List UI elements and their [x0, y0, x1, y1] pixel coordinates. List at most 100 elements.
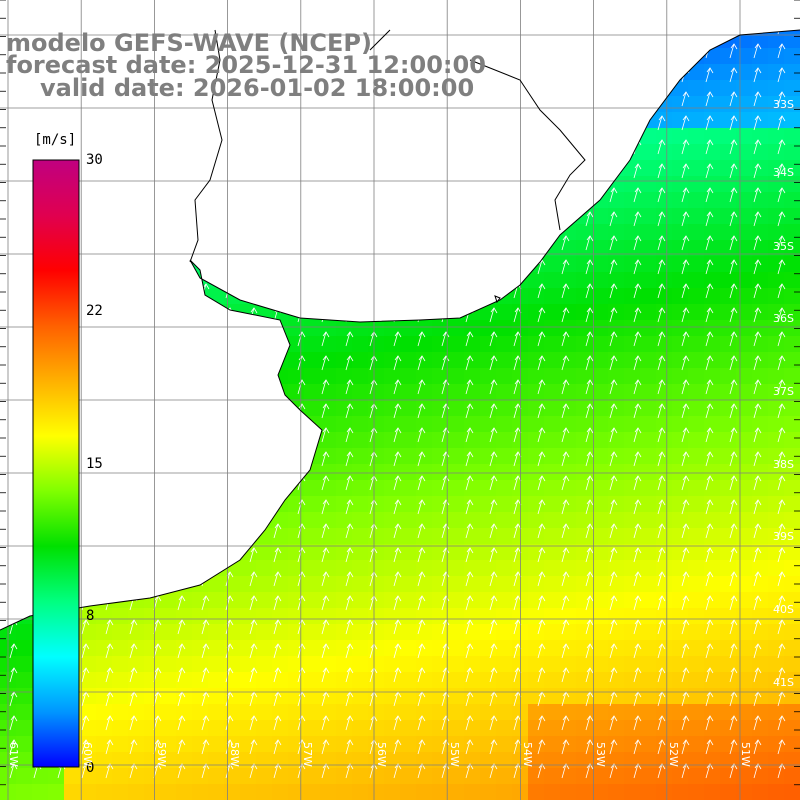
field-cell [752, 144, 769, 161]
wind-arrow [322, 0, 329, 10]
wind-arrow [585, 355, 594, 371]
field-cell [160, 288, 177, 305]
field-cell [256, 352, 273, 369]
field-cell [320, 656, 337, 673]
field-cell [624, 448, 641, 465]
wind-arrow [369, 307, 378, 323]
wind-arrow [561, 43, 570, 59]
field-cell [576, 176, 593, 193]
field-cell [672, 704, 689, 721]
field-cell [224, 528, 241, 545]
field-cell [672, 160, 689, 177]
field-cell [240, 656, 257, 673]
field-cell [144, 144, 161, 161]
wind-arrow [9, 115, 18, 131]
wind-arrow [657, 523, 666, 539]
field-cell [384, 352, 401, 369]
wind-arrow [537, 331, 546, 347]
field-cell [224, 704, 241, 721]
field-cell [224, 416, 241, 433]
field-cell [448, 32, 465, 49]
field-cell [112, 640, 129, 657]
field-cell [608, 464, 625, 481]
field-cell [192, 0, 209, 17]
wind-arrow [513, 187, 522, 203]
field-cell [256, 736, 273, 753]
wind-arrow [105, 643, 114, 659]
field-cell [528, 448, 545, 465]
wind-arrow [225, 355, 234, 371]
field-cell [352, 192, 369, 209]
field-cell [672, 0, 689, 17]
wind-arrow [297, 547, 306, 563]
field-cell [272, 752, 289, 769]
wind-arrow [561, 643, 570, 659]
field-cell [96, 224, 113, 241]
field-cell [256, 544, 273, 561]
wind-arrow [370, 0, 377, 10]
wind-arrow [345, 499, 354, 515]
wind-arrow [321, 619, 330, 635]
field-cell [688, 128, 705, 145]
field-cell [560, 320, 577, 337]
wind-arrow [249, 163, 258, 179]
field-cell [480, 112, 497, 129]
field-cell [448, 752, 465, 769]
field-cell [192, 640, 209, 657]
field-cell [160, 768, 177, 785]
wind-arrow [777, 451, 786, 467]
wind-arrow [753, 643, 762, 659]
field-cell [576, 464, 593, 481]
field-cell [96, 336, 113, 353]
field-cell [80, 368, 97, 385]
wind-arrow [441, 379, 450, 395]
lon-label: 60W [81, 742, 94, 767]
field-cell [624, 592, 641, 609]
field-cell [224, 208, 241, 225]
wind-arrow [249, 475, 258, 491]
field-cell [352, 784, 369, 800]
field-cell [768, 112, 785, 129]
field-cell [144, 368, 161, 385]
colorbar [32, 159, 80, 768]
wind-arrow [393, 475, 402, 491]
field-cell [384, 608, 401, 625]
field-cell [400, 304, 417, 321]
field-cell [672, 592, 689, 609]
wind-arrow [777, 523, 786, 539]
field-cell [304, 480, 321, 497]
field-cell [144, 528, 161, 545]
field-cell [736, 48, 753, 65]
field-cell [224, 480, 241, 497]
field-cell [400, 208, 417, 225]
field-cell [752, 464, 769, 481]
wind-arrow [105, 187, 114, 203]
wind-arrow [369, 235, 378, 251]
lon-label: 54W [521, 742, 534, 767]
wind-arrow [681, 715, 690, 731]
field-cell [304, 320, 321, 337]
field-cell [720, 784, 737, 800]
coastline [0, 29, 800, 631]
field-cell [624, 784, 641, 800]
wind-arrow [561, 139, 570, 155]
wind-arrow [537, 139, 546, 155]
field-cell [736, 352, 753, 369]
wind-arrow [609, 763, 618, 779]
wind-arrow [441, 115, 450, 131]
field-cell [336, 544, 353, 561]
field-cell [80, 320, 97, 337]
field-cell [528, 592, 545, 609]
field-cell [656, 720, 673, 737]
wind-arrow [465, 283, 474, 299]
field-cell [704, 224, 721, 241]
wind-arrow [153, 307, 162, 323]
field-cell [720, 544, 737, 561]
field-cell [176, 496, 193, 513]
field-cell [176, 512, 193, 529]
field-cell [544, 752, 561, 769]
field-cell [304, 592, 321, 609]
field-cell [256, 576, 273, 593]
field-cell [624, 496, 641, 513]
field-cell [192, 768, 209, 785]
